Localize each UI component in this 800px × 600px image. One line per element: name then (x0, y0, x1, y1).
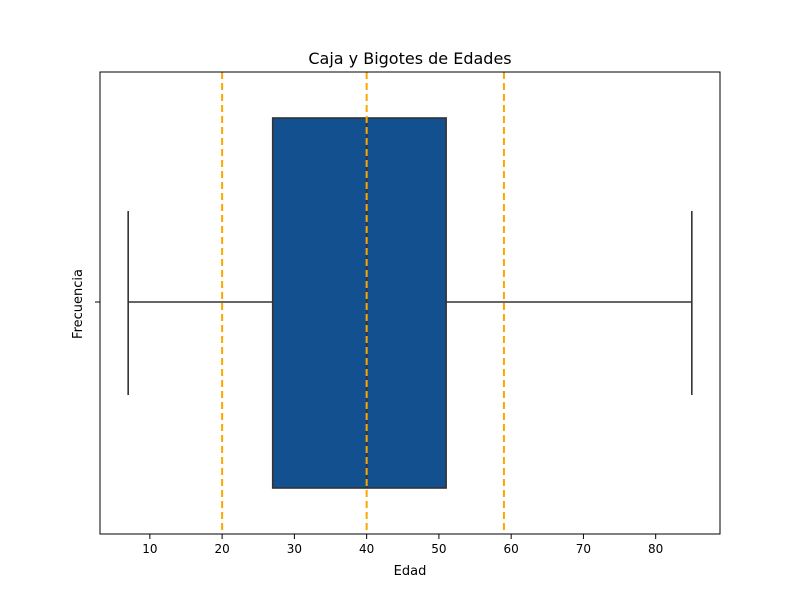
plot-frame (99, 71, 721, 535)
x-tick-label-20: 20 (214, 542, 229, 556)
box-iqr (271, 117, 447, 489)
x-tick-label-40: 40 (359, 542, 374, 556)
x-tick-label-70: 70 (576, 542, 591, 556)
chart-title: Caja y Bigotes de Edades (308, 49, 511, 68)
y-axis-label: Frecuencia (71, 269, 86, 339)
x-tick-label-50: 50 (431, 542, 446, 556)
plot-area: 10 20 30 40 50 60 70 80 (95, 71, 721, 556)
x-tick-label-80: 80 (648, 542, 663, 556)
x-tick-label-30: 30 (287, 542, 302, 556)
x-tick-label-10: 10 (142, 542, 157, 556)
x-tick-label-60: 60 (504, 542, 519, 556)
x-axis-label: Edad (394, 564, 427, 579)
